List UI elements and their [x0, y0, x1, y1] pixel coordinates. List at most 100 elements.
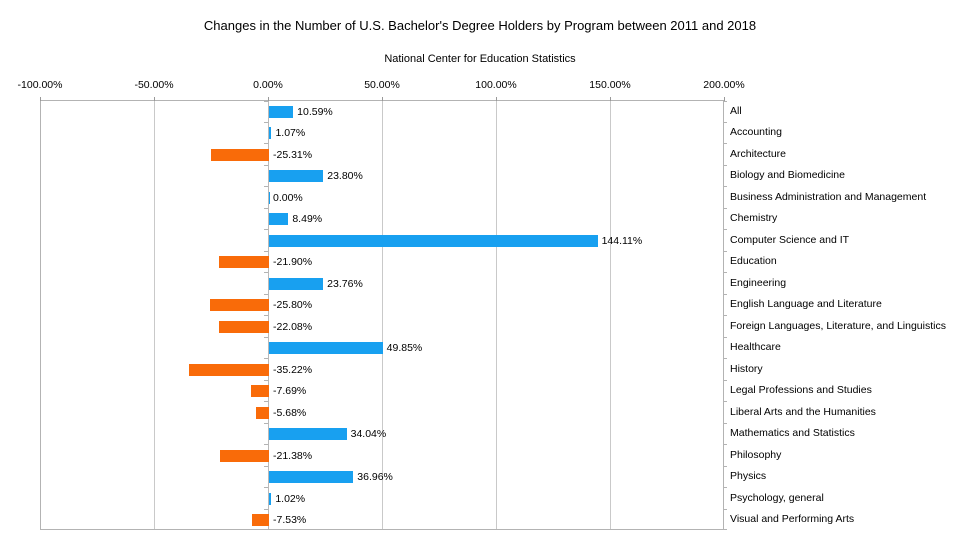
x-tick-label: 50.00% — [364, 79, 400, 91]
category-axis-tick-mark — [723, 165, 727, 166]
bar-value-label: -35.22% — [273, 363, 313, 376]
zero-axis-tick-mark — [264, 358, 268, 359]
bar-value-label: 23.80% — [327, 170, 363, 183]
zero-axis-tick-mark — [264, 272, 268, 273]
bar-value-label: -22.08% — [273, 320, 313, 333]
category-label: Chemistry — [730, 212, 778, 225]
category-label: Psychology, general — [730, 491, 824, 504]
bar-positive — [269, 471, 354, 484]
bar-positive — [269, 428, 347, 441]
category-label: Liberal Arts and the Humanities — [730, 405, 876, 418]
category-label: All — [730, 104, 742, 117]
bar-negative — [188, 363, 269, 376]
bar-negative — [211, 148, 269, 161]
zero-axis-tick-mark — [264, 101, 268, 102]
x-tick-label: 200.00% — [703, 79, 745, 91]
x-tick-mark — [268, 97, 269, 101]
category-axis-tick-mark — [723, 423, 727, 424]
x-tick-mark — [40, 97, 41, 101]
bar-value-label: 0.00% — [273, 191, 303, 204]
category-axis-tick-mark — [723, 529, 727, 530]
bar-value-label: 10.59% — [297, 105, 333, 118]
category-label: Healthcare — [730, 341, 781, 354]
bar-negative — [251, 514, 269, 527]
x-tick-label: 100.00% — [475, 79, 517, 91]
bar-negative — [220, 449, 269, 462]
category-axis-tick-mark — [723, 487, 727, 488]
category-label: Visual and Performing Arts — [730, 513, 855, 526]
category-label: Engineering — [730, 276, 787, 289]
bar-value-label: -7.69% — [273, 385, 307, 398]
category-axis-tick-mark — [723, 509, 727, 510]
bar-value-label: 49.85% — [386, 342, 423, 355]
bar-value-label: 144.11% — [601, 234, 643, 247]
category-axis-tick-mark — [723, 122, 727, 123]
bar-negative — [219, 256, 269, 269]
zero-axis-tick-mark — [264, 251, 268, 252]
category-label: Mathematics and Statistics — [730, 427, 855, 440]
category-label: Physics — [730, 470, 767, 483]
category-axis-tick-mark — [723, 466, 727, 467]
x-tick-label: 0.00% — [253, 79, 283, 91]
category-axis-tick-mark — [723, 208, 727, 209]
zero-axis-tick-mark — [264, 466, 268, 467]
x-axis: -100.00% -50.00% 0.00% 50.00% 100.00% 150.00%… — [0, 79, 960, 93]
category-axis-tick-mark — [723, 251, 727, 252]
zero-axis-tick-mark — [264, 509, 268, 510]
zero-axis-tick-mark — [264, 401, 268, 402]
bar-positive — [269, 213, 289, 226]
gridline — [496, 101, 497, 529]
zero-axis-tick-mark — [264, 444, 268, 445]
zero-axis-tick-mark — [264, 294, 268, 295]
x-tick-label: 150.00% — [589, 79, 631, 91]
bar-positive — [269, 191, 270, 204]
category-axis-tick-mark — [723, 294, 727, 295]
bar-positive — [269, 234, 598, 247]
bar-value-label: 8.49% — [292, 213, 323, 226]
chart-subtitle: National Center for Education Statistics — [384, 53, 576, 65]
category-label: History — [730, 362, 763, 375]
category-label: Foreign Languages, Literature, and Lingu… — [730, 319, 946, 332]
bar-positive — [269, 492, 272, 505]
category-axis-tick-mark — [723, 143, 727, 144]
zero-axis-tick-mark — [264, 229, 268, 230]
gridline — [382, 101, 383, 529]
zero-axis-tick-mark — [264, 529, 268, 530]
category-axis-tick-mark — [723, 272, 727, 273]
category-axis-tick-mark — [723, 337, 727, 338]
bar-value-label: -25.80% — [273, 299, 313, 312]
bar-positive — [269, 105, 294, 118]
bar-value-label: -21.90% — [273, 256, 313, 269]
category-label: Architecture — [730, 147, 787, 160]
bar-value-label: 34.04% — [350, 428, 387, 441]
x-tick-mark — [610, 97, 611, 101]
x-tick-mark — [154, 97, 155, 101]
x-tick-mark — [496, 97, 497, 101]
category-axis-tick-mark — [723, 358, 727, 359]
zero-axis-tick-mark — [264, 337, 268, 338]
x-tick-mark — [724, 97, 725, 101]
category-axis-tick-mark — [723, 229, 727, 230]
category-label: English Language and Literature — [730, 298, 882, 311]
zero-axis-tick-mark — [264, 208, 268, 209]
zero-axis-tick-mark — [264, 487, 268, 488]
x-tick-label: -100.00% — [17, 79, 63, 91]
zero-axis-tick-mark — [264, 143, 268, 144]
bar-positive — [269, 170, 324, 183]
zero-axis-tick-mark — [264, 315, 268, 316]
category-label: Legal Professions and Studies — [730, 384, 872, 397]
bar-value-label: -25.31% — [273, 148, 313, 161]
zero-axis-tick-mark — [264, 165, 268, 166]
category-axis-tick-mark — [723, 401, 727, 402]
bar-positive — [269, 342, 383, 355]
zero-axis-tick-mark — [264, 423, 268, 424]
zero-axis-tick-mark — [264, 186, 268, 187]
zero-axis-line — [268, 101, 269, 529]
category-label: Biology and Biomedicine — [730, 169, 845, 182]
bar-positive — [269, 277, 324, 290]
zero-axis-tick-mark — [264, 122, 268, 123]
gridline — [610, 101, 611, 529]
x-tick-label: -50.00% — [134, 79, 174, 91]
category-label: Business Administration and Management — [730, 190, 927, 203]
